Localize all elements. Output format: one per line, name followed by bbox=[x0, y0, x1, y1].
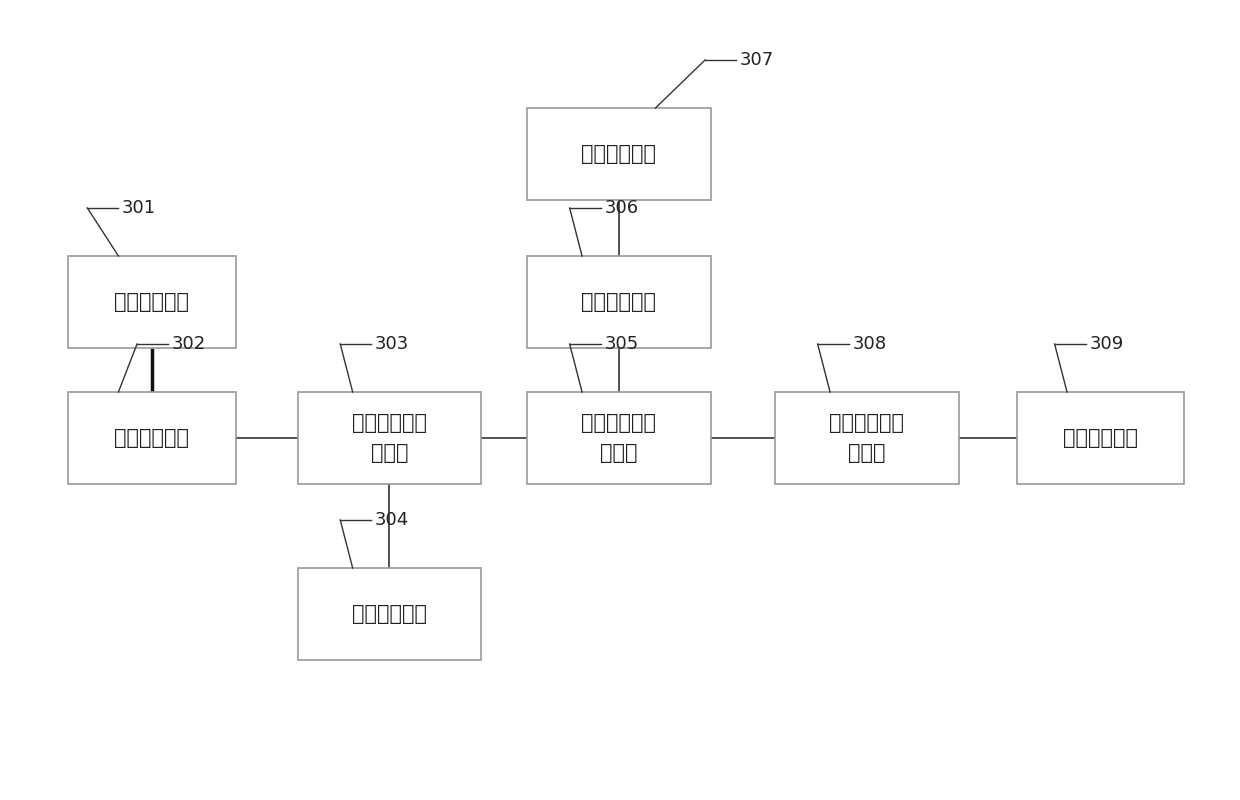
Bar bbox=[1017, 392, 1184, 484]
Text: 302: 302 bbox=[171, 335, 206, 353]
Text: 第三级比例运
算电路: 第三级比例运 算电路 bbox=[830, 413, 904, 462]
Text: 304: 304 bbox=[374, 511, 409, 529]
Bar bbox=[527, 256, 711, 348]
Bar bbox=[298, 568, 481, 660]
Text: 301: 301 bbox=[122, 199, 156, 217]
Bar bbox=[527, 108, 711, 200]
Text: 信号转化模块: 信号转化模块 bbox=[114, 428, 190, 448]
Bar bbox=[775, 392, 959, 484]
Text: 305: 305 bbox=[604, 335, 639, 353]
Bar bbox=[68, 392, 236, 484]
Text: 信号输入模块: 信号输入模块 bbox=[114, 292, 190, 312]
Text: 303: 303 bbox=[374, 335, 409, 353]
Bar bbox=[527, 392, 711, 484]
Text: 309: 309 bbox=[1089, 335, 1123, 353]
Text: 信号输出模块: 信号输出模块 bbox=[1063, 428, 1138, 448]
Text: 308: 308 bbox=[852, 335, 887, 353]
Text: 第一级比例运
算电路: 第一级比例运 算电路 bbox=[352, 413, 427, 462]
Text: 阈值判断模块: 阈值判断模块 bbox=[582, 144, 656, 164]
Bar bbox=[298, 392, 481, 484]
Text: 307: 307 bbox=[740, 51, 774, 69]
Text: 第二级比例运
算电路: 第二级比例运 算电路 bbox=[582, 413, 656, 462]
Text: 第一滤波电路: 第一滤波电路 bbox=[352, 604, 427, 624]
Bar bbox=[68, 256, 236, 348]
Text: 306: 306 bbox=[604, 199, 639, 217]
Text: 全波整流模块: 全波整流模块 bbox=[582, 292, 656, 312]
